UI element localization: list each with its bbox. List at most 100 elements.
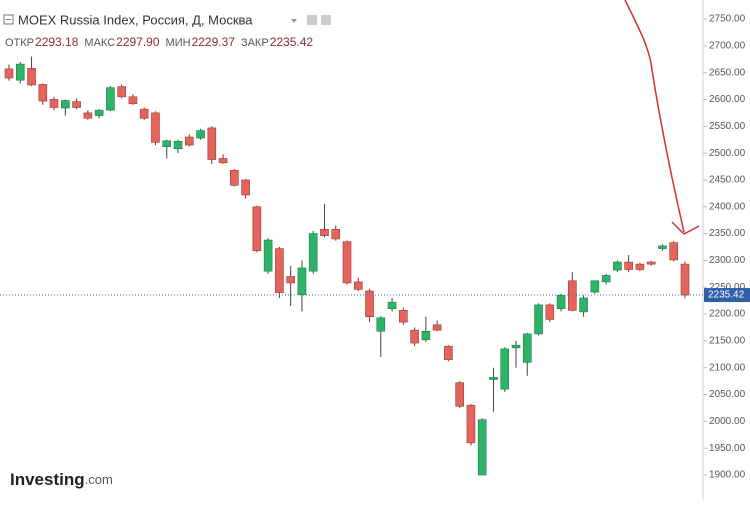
- annotation-arrow: [624, 0, 685, 233]
- candle-body: [399, 310, 408, 323]
- candle-body: [579, 297, 588, 313]
- candle-body: [15, 63, 25, 81]
- last-price-label: 2235.42: [708, 290, 745, 301]
- candle-body: [522, 333, 532, 363]
- candle-body: [151, 112, 160, 143]
- candle-body: [218, 158, 228, 164]
- candle-body: [353, 281, 363, 290]
- y-tick-label: 2700.00: [709, 40, 746, 51]
- candle-body: [308, 233, 318, 272]
- candle-body: [646, 261, 656, 265]
- logo-suffix: .com: [85, 472, 113, 487]
- candle-body: [320, 228, 329, 237]
- candle-body: [230, 169, 239, 186]
- settings-icon[interactable]: [307, 15, 317, 25]
- header-label: ЗАКР: [241, 37, 269, 49]
- candle-body: [207, 127, 217, 160]
- candle-body: [590, 280, 600, 293]
- y-tick-label: 2300.00: [709, 255, 746, 266]
- candle-body: [275, 248, 284, 293]
- candle-body: [162, 140, 172, 147]
- annotation-arrowhead: [671, 221, 700, 235]
- y-tick-label: 2550.00: [709, 121, 746, 132]
- candle-body: [455, 382, 464, 407]
- candle-body: [184, 136, 194, 146]
- dropdown-icon[interactable]: [291, 19, 297, 23]
- ohlc-header: ОТКР 2293.18 МАКС 2297.90 МИН 2229.37 ЗАКР 2235…: [5, 35, 313, 49]
- candle-body: [331, 228, 341, 240]
- candle-body: [128, 96, 138, 105]
- candle-body: [252, 206, 262, 252]
- candle-body: [83, 112, 93, 119]
- candle-body: [432, 324, 442, 331]
- header-label: ОТКР: [5, 37, 34, 49]
- header-value: 2229.37: [192, 35, 236, 49]
- y-tick-label: 2400.00: [709, 201, 746, 212]
- candle-body: [534, 304, 543, 335]
- header-label: МАКС: [84, 37, 115, 49]
- candle-body: [556, 294, 566, 309]
- candle-body: [489, 377, 498, 380]
- candle-body: [421, 330, 431, 341]
- candle-body: [624, 261, 633, 270]
- candle-body: [196, 130, 205, 139]
- candle-body: [297, 267, 307, 296]
- candle-body: [387, 301, 397, 309]
- y-tick-label: 2500.00: [709, 148, 746, 159]
- candle-body: [477, 419, 487, 476]
- last-price-tag: [704, 288, 750, 303]
- candle-body: [500, 348, 510, 390]
- y-tick-label: 2750.00: [709, 14, 746, 25]
- header-value: 2293.18: [35, 35, 79, 49]
- settings-icon[interactable]: [321, 15, 331, 25]
- candle-body: [444, 345, 453, 360]
- collapse-icon[interactable]: [3, 14, 14, 25]
- y-tick-label: 2250.00: [709, 282, 746, 293]
- candle-body: [263, 239, 273, 272]
- candle-body: [466, 404, 476, 444]
- candle-body: [669, 242, 679, 261]
- y-tick-label: 1950.00: [709, 443, 746, 454]
- y-tick-label: 2600.00: [709, 94, 746, 105]
- chart-title: MOEX Russia Index, Россия, Д, Москва: [18, 12, 253, 27]
- header-label: МИН: [166, 37, 191, 49]
- y-tick-label: 2000.00: [709, 416, 746, 427]
- candle-body: [241, 179, 250, 196]
- candle-body: [38, 84, 48, 102]
- candle-body: [139, 108, 149, 119]
- header-value: 2235.42: [270, 35, 314, 49]
- candle-body: [342, 241, 352, 284]
- y-tick-label: 2100.00: [709, 362, 746, 373]
- candle-body: [568, 280, 577, 311]
- candle-body: [106, 87, 115, 111]
- candle-body: [545, 304, 555, 320]
- candle-body: [601, 275, 611, 283]
- plot: 1900.00 1950.00 2000.00 2050.00 2100.00 2150.…: [0, 14, 750, 481]
- candle-body: [680, 263, 690, 296]
- logo: Investing.com: [10, 470, 113, 489]
- candle-body: [511, 344, 521, 349]
- y-tick-label: 2450.00: [709, 175, 746, 186]
- candle-body: [173, 141, 183, 150]
- candle-body: [376, 317, 386, 332]
- y-tick-label: 2350.00: [709, 228, 746, 239]
- candle-body: [94, 109, 104, 116]
- y-tick-label: 2050.00: [709, 389, 746, 400]
- candle-body: [286, 276, 295, 284]
- candle-body: [635, 263, 645, 270]
- candle-body: [27, 68, 36, 86]
- candle-body: [658, 245, 667, 249]
- logo-brand: Investing: [10, 470, 85, 489]
- y-tick-label: 2200.00: [709, 309, 746, 320]
- candle-body: [613, 261, 622, 271]
- candle-body: [410, 329, 419, 344]
- candle-body: [61, 100, 70, 109]
- candle-body: [72, 101, 81, 108]
- candle-body: [4, 68, 14, 79]
- y-tick-label: 1900.00: [709, 470, 746, 481]
- candle-body: [365, 290, 374, 318]
- y-tick-label: 2650.00: [709, 67, 746, 78]
